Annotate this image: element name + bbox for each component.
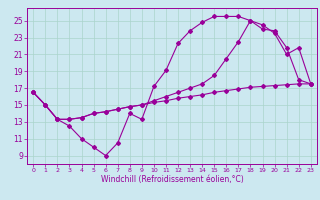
X-axis label: Windchill (Refroidissement éolien,°C): Windchill (Refroidissement éolien,°C) <box>100 175 244 184</box>
